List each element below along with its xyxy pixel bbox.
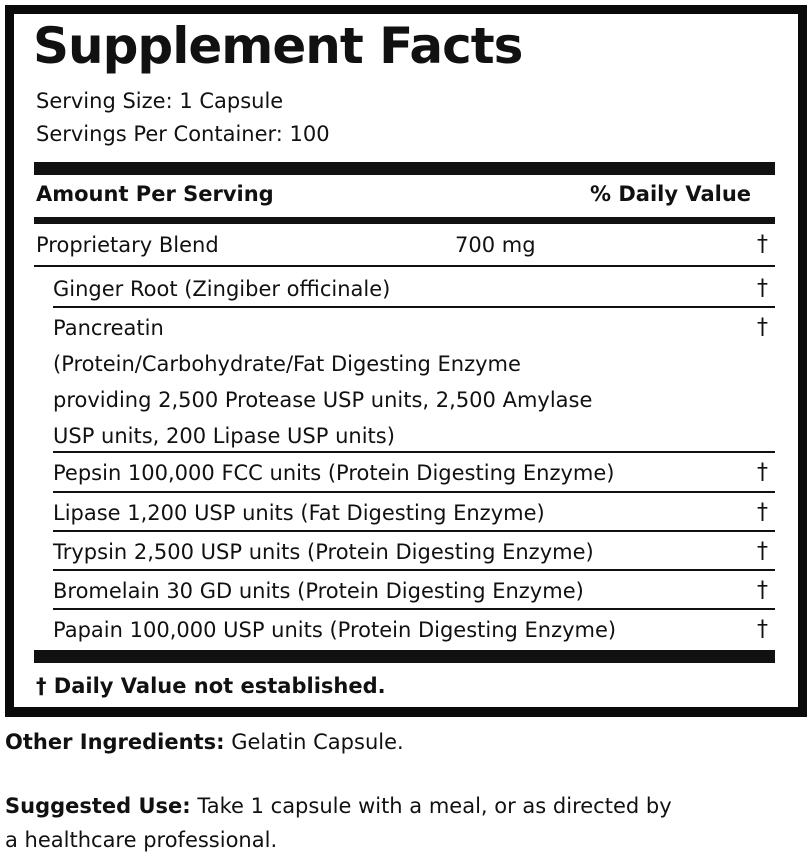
ingredient-dv: †	[757, 500, 768, 525]
row-divider	[53, 608, 775, 610]
daily-value-header: % Daily Value	[590, 182, 752, 206]
row-divider	[53, 451, 775, 453]
amount-per-serving-header: Amount Per Serving	[36, 182, 274, 206]
row-divider	[53, 306, 775, 308]
servings-per-container: Servings Per Container: 100	[36, 122, 330, 146]
blend-dv: †	[757, 232, 768, 257]
panel-title: Supplement Facts	[33, 17, 523, 75]
ingredient-text: Trypsin 2,500 USP units (Protein Digesti…	[53, 540, 594, 564]
other-ingredients-text: Gelatin Capsule.	[224, 730, 404, 754]
supplement-facts-panel	[5, 5, 807, 717]
ingredient-text: Pancreatin	[53, 316, 164, 340]
row-divider	[53, 491, 775, 493]
blend-amount: 700 mg	[455, 233, 536, 257]
serving-size: Serving Size: 1 Capsule	[36, 89, 284, 113]
suggested-use-line2: a healthcare professional.	[5, 828, 278, 852]
ingredient-text: Pepsin 100,000 FCC units (Protein Digest…	[53, 461, 615, 485]
row-divider	[34, 265, 775, 267]
thick-divider	[34, 162, 775, 175]
thick-divider	[34, 650, 775, 663]
ingredient-text: providing 2,500 Protease USP units, 2,50…	[53, 388, 593, 412]
ingredient-dv: †	[757, 539, 768, 564]
other-ingredients: Other Ingredients: Gelatin Capsule.	[5, 730, 404, 754]
ingredient-dv: †	[757, 460, 768, 485]
ingredient-dv: †	[757, 578, 768, 603]
ingredient-dv: †	[757, 617, 768, 642]
ingredient-text: Bromelain 30 GD units (Protein Digesting…	[53, 579, 584, 603]
row-divider	[53, 569, 775, 571]
ingredient-text: Ginger Root (Zingiber officinale)	[53, 277, 391, 301]
suggested-use-line1: Take 1 capsule with a meal, or as direct…	[190, 794, 672, 818]
blend-name: Proprietary Blend	[36, 233, 219, 257]
ingredient-text: Papain 100,000 USP units (Protein Digest…	[53, 618, 617, 642]
ingredient-text: Lipase 1,200 USP units (Fat Digesting En…	[53, 501, 545, 525]
footnote: † Daily Value not established.	[36, 674, 386, 698]
other-ingredients-label: Other Ingredients:	[5, 730, 225, 754]
ingredient-dv: †	[757, 315, 768, 340]
row-divider	[53, 530, 775, 532]
medium-divider	[34, 217, 775, 224]
suggested-use-label: Suggested Use:	[5, 794, 191, 818]
ingredient-dv: †	[757, 276, 768, 301]
suggested-use: Suggested Use: Take 1 capsule with a mea…	[5, 794, 672, 818]
ingredient-text: USP units, 200 Lipase USP units)	[53, 424, 395, 448]
ingredient-text: (Protein/Carbohydrate/Fat Digesting Enzy…	[53, 352, 521, 376]
